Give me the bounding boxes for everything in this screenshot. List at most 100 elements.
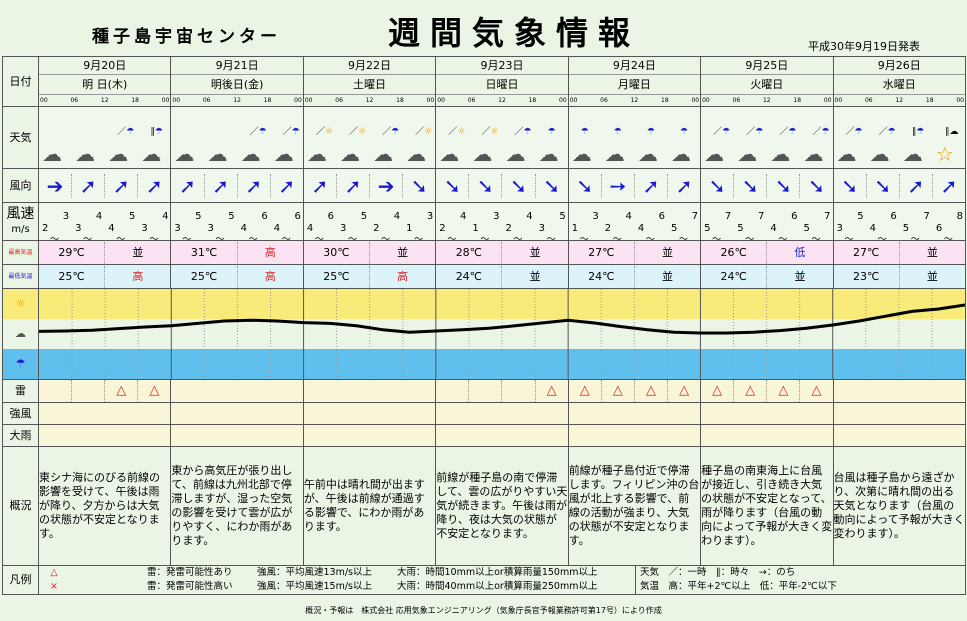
wind-slot: ➘	[437, 173, 469, 198]
row-label-wind_speed: 風速 m/s	[2, 202, 39, 241]
wind-dir-cell: ➔ ➚ ➚ ➚	[37, 168, 172, 203]
day-header: 9月23日 日曜日 00 06 12 18 00	[435, 56, 569, 107]
temp-cell: 24℃ 並	[700, 264, 834, 289]
wind-speed-min: 3	[339, 222, 347, 234]
wind-speed-cell: 2 ～ 3 3 ～ 4 4 ～ 5 3 ～ 4	[37, 202, 172, 241]
temp-cell: 25℃ 高	[37, 264, 172, 289]
weather-modifier-icon: ／☂	[713, 126, 731, 137]
wind-arrow-icon: ➔	[46, 173, 64, 198]
weather-modifier-icon: ／☂	[514, 126, 532, 137]
cloud-icon: ☁	[439, 141, 460, 166]
day-summary: 前線が種子島の南で停滞して、雲の広がりやすい天気が続きます。午後は雨が降り、夜は…	[435, 446, 569, 566]
hour-tick: 06	[335, 96, 343, 104]
wind-speed-max: 4	[625, 210, 632, 222]
weather-cell: ☁ ☁ ☁ ／☂ ☁ ∥☂	[37, 106, 172, 169]
wind-speed-min: 4	[273, 222, 281, 234]
row-tmax: 最高気温 29℃ 並 31℃ 高 30℃ 並 28℃ 並 27℃ 並 26℃ 低 27℃ 並	[2, 240, 967, 265]
hour-ticks: 00 06 12 18 00	[569, 93, 700, 106]
temp-cell: 29℃ 並	[37, 240, 172, 265]
weather-modifier-icon: ／☂	[845, 126, 863, 137]
wind-slot: ➘	[569, 174, 601, 198]
hour-ticks: 00 06 12 18 00	[436, 93, 568, 106]
wind-speed-max: 5	[360, 210, 368, 222]
thunder-mark	[501, 380, 534, 402]
legend-wind-2: 強風：平均風速15m/s以上	[257, 581, 372, 592]
day-name: 土曜日	[304, 73, 435, 94]
wind-speed-min: 2	[604, 222, 612, 234]
wind-speed-cell: 3 ～ 5 3 ～ 5 4 ～ 6 4 ～ 6	[170, 202, 304, 241]
wind-arrow-icon: ➚	[212, 173, 229, 198]
legend-temp-text: 高：平年+2℃以上 低：平年-2℃以下	[668, 581, 837, 592]
wind-speed-min: 2	[505, 222, 512, 234]
weather-modifier-icon: ／☼	[415, 126, 433, 137]
hazard-cell	[302, 379, 437, 403]
thunder-mark	[437, 381, 469, 402]
cloud-icon: ☁	[704, 141, 725, 166]
day-name: 明 日(木)	[39, 73, 170, 94]
temp-value: 25℃	[58, 269, 85, 283]
hazard-cell	[37, 424, 172, 447]
wind-speed-min: 5	[902, 222, 910, 234]
hazard-cell	[37, 402, 172, 425]
wind-arrow-icon: ➚	[311, 173, 329, 198]
thunder-mark: △	[712, 383, 723, 398]
wind-arrow-icon: ➘	[477, 173, 494, 198]
wind-slot: ➚	[203, 173, 237, 198]
wind-speed-min: 3	[207, 222, 214, 234]
temp-rank: 高	[236, 265, 303, 288]
weather-modifier-icon: ／☂	[249, 126, 267, 137]
row-label-legend: 凡例	[2, 565, 39, 595]
hazard-cell	[302, 424, 437, 447]
wind-slot: ➚	[104, 173, 137, 198]
weather-modifier-icon: ☂	[547, 126, 556, 137]
row-label-date: 日付	[2, 56, 39, 107]
temp-rank: 並	[501, 265, 567, 288]
wind-speed-max: 3	[62, 210, 70, 222]
weather-modifier-icon: ／☂	[117, 126, 135, 137]
temp-value: 24℃	[720, 269, 747, 283]
wind-slot: ➚	[667, 173, 700, 198]
wind-speed-max: 5	[228, 210, 235, 222]
legend-wx-label: 天気	[640, 567, 660, 578]
legend-symbol-high: ×	[50, 581, 58, 592]
wind-slot: ➘	[865, 173, 899, 198]
thunder-mark: △	[137, 380, 170, 402]
wind-slot: ➚	[335, 173, 369, 198]
wind-arrow-icon: ➘	[443, 173, 461, 198]
day-date: 9月20日	[83, 58, 127, 72]
wind-slot: ➘	[733, 173, 766, 198]
temp-value: 30℃	[323, 245, 350, 259]
wind-speed-min: 2	[439, 222, 446, 234]
temp-cell: 24℃ 並	[435, 264, 569, 289]
row-label-tmax: 最高気温	[2, 240, 39, 265]
wind-arrow-icon: ➚	[675, 173, 693, 198]
weather-modifier-icon: ／☼	[315, 126, 333, 137]
legend-temp-label: 気温	[640, 581, 660, 592]
row-label-weather: 天気	[2, 106, 39, 169]
wind-speed-max: 6	[294, 210, 301, 222]
temp-cell: 25℃ 高	[302, 264, 437, 289]
wind-speed-cell: 1 ～ 3 2 ～ 4 4 ～ 6 5 ～ 7	[567, 202, 702, 241]
wind-slot: ➚	[304, 174, 336, 198]
wind-speed-min: 5	[737, 222, 744, 234]
cloud-icon: ☁	[472, 141, 493, 166]
sun-icon: ☆	[935, 141, 954, 166]
wind-speed-max: 7	[757, 210, 765, 222]
row-tmin: 最低気温 25℃ 高 25℃ 高 25℃ 高 24℃ 並 24℃ 並 24℃ 並 23℃ 並	[2, 264, 967, 289]
cloud-icon: ☁	[902, 141, 923, 166]
weather-modifier-icon: ☂	[613, 126, 622, 137]
wind-slot: ➘	[799, 173, 832, 198]
hour-tick: 00	[304, 96, 313, 104]
hour-ticks: 00 06 12 18 00	[171, 93, 303, 106]
wind-speed-max: 4	[162, 210, 169, 222]
wind-dir-cell: ➘ ➘ ➚ ➚	[832, 168, 967, 203]
row-wind_dir: 風向 ➔ ➚ ➚ ➚ ➚ ➚ ➚ ➚ ➚ ➚ ➔ ➘ ➘ ➘ ➘ ➘ ➘ ➙ ➚ ➚ ➘ ➘ ➘ ➘ ➘ ➘ ➚ ➚	[2, 168, 967, 203]
temp-value: 25℃	[323, 269, 350, 283]
weather-cell: ☁ ／☂ ☁ ／☂ ☁ ∥☂ ☆ ∥☁	[832, 106, 967, 169]
hazard-cell	[170, 379, 304, 403]
hour-tick: 18	[661, 96, 669, 104]
wind-slot: ➔	[369, 173, 402, 198]
wind-arrow-icon: ➘	[874, 173, 892, 198]
weather-cell: ☁ ／☂ ☁ ／☂ ☁ ／☂ ☁ ／☂	[700, 106, 834, 169]
legend-rain-1: 大雨：時間10mm以上or積算雨量150mm以上	[397, 567, 598, 578]
